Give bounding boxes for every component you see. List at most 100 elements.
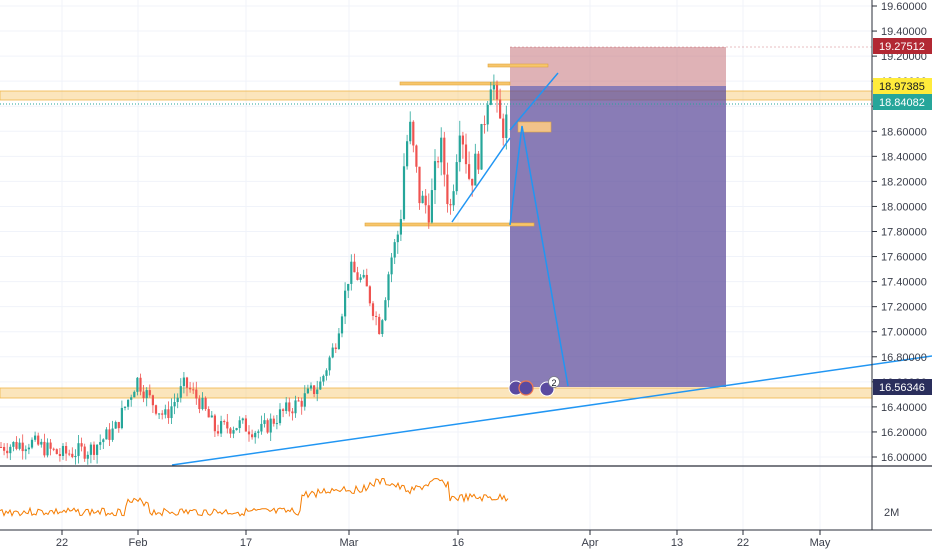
candle-body <box>285 402 288 411</box>
candle-body <box>223 421 226 423</box>
peak-zone-marker[interactable] <box>487 63 549 68</box>
grid-lines <box>0 0 872 530</box>
candle-body <box>185 377 189 388</box>
candle-body <box>148 390 151 396</box>
candle-body <box>288 402 291 412</box>
candle-body <box>356 272 359 280</box>
candle-body <box>37 435 40 445</box>
candle-body <box>12 441 15 447</box>
candle-body <box>340 316 344 334</box>
candle-body <box>260 423 263 432</box>
candle-body <box>483 124 486 126</box>
candle-body <box>375 315 378 317</box>
candle-body <box>406 141 409 167</box>
candle-body <box>365 274 368 287</box>
price-tick-label: 18.20000 <box>881 176 927 188</box>
mid-zone-marker[interactable] <box>364 222 535 227</box>
candle-body <box>30 439 34 448</box>
candle-body <box>418 166 421 204</box>
candle-body <box>489 89 492 105</box>
candle-body <box>120 407 123 429</box>
candle-body <box>9 446 12 454</box>
candle-body <box>210 415 213 418</box>
candle-body <box>167 409 170 419</box>
channel-upper-trendline[interactable] <box>509 72 559 131</box>
price-tick-label: 17.80000 <box>881 227 927 239</box>
candle-body <box>158 413 161 415</box>
price-tick-label: 16.80000 <box>881 352 927 364</box>
candle-body <box>142 391 145 399</box>
candle-body <box>46 442 49 456</box>
candle-body <box>207 409 210 418</box>
price-tick-label: 19.60000 <box>881 1 927 13</box>
indicator-scale-label: 2M <box>884 507 899 519</box>
candle-body <box>123 406 127 408</box>
projection-path[interactable] <box>509 125 569 387</box>
candle-body <box>96 444 99 455</box>
time-axis[interactable]: 22 Feb 17 Mar 16 Apr 13 22 May <box>56 530 831 549</box>
candle-body <box>89 444 92 455</box>
candle-body <box>415 145 418 167</box>
candle-body <box>18 442 21 449</box>
entry-zone-marker[interactable] <box>517 121 552 133</box>
candle-body <box>55 449 58 455</box>
candle-body <box>316 389 319 395</box>
candle-body <box>164 409 167 415</box>
candle-body <box>229 428 232 434</box>
event-badges[interactable]: 2 <box>508 376 560 397</box>
candle-body <box>378 316 381 335</box>
candle-body <box>499 99 502 119</box>
candle-body <box>195 389 198 399</box>
candle-body <box>244 418 247 432</box>
upper-resistance-zone[interactable] <box>0 90 873 101</box>
candle-body <box>452 191 455 206</box>
price-label-text: 16.56346 <box>879 382 925 394</box>
candle-body <box>204 397 207 410</box>
candle-body <box>257 431 260 433</box>
candle-body <box>390 257 393 275</box>
candlestick-series <box>0 74 508 465</box>
take-profit-box[interactable] <box>510 86 726 387</box>
candle-body <box>396 234 399 243</box>
candle-body <box>399 219 402 235</box>
candle-body <box>235 428 238 431</box>
candle-body <box>334 347 337 350</box>
candle-body <box>21 442 24 452</box>
price-tick-label: 17.20000 <box>881 302 927 314</box>
candle-body <box>412 121 415 146</box>
candle-body <box>309 385 313 389</box>
candle-body <box>427 205 430 223</box>
candle-body <box>306 388 309 394</box>
candle-body <box>393 242 396 258</box>
candle-body <box>130 397 133 400</box>
drawings-layer[interactable] <box>0 47 873 399</box>
time-tick-label: 16 <box>452 537 464 549</box>
event-count-label: 2 <box>551 378 556 388</box>
time-tick-label: 22 <box>737 537 749 549</box>
candle-body <box>362 274 365 278</box>
candle-body <box>136 377 139 392</box>
candle-body <box>99 442 102 445</box>
candle-body <box>492 85 495 90</box>
candle-body <box>27 447 30 450</box>
candle-body <box>61 446 65 456</box>
time-tick-label: 22 <box>56 537 68 549</box>
trendlines[interactable] <box>171 72 932 466</box>
price-tick-label: 18.00000 <box>881 201 927 213</box>
event-count-badge[interactable] <box>548 376 560 388</box>
top-zone-marker[interactable] <box>399 81 511 86</box>
price-tick-label: 17.00000 <box>881 327 927 339</box>
candle-body <box>226 421 229 429</box>
long-support-trendline[interactable] <box>171 355 932 466</box>
candle-body <box>40 441 43 445</box>
channel-lower-trendline[interactable] <box>451 137 511 223</box>
candle-body <box>108 429 111 440</box>
candle-body <box>455 162 458 192</box>
candle-body <box>179 386 182 398</box>
candle-body <box>433 161 437 191</box>
candle-body <box>387 274 390 301</box>
event-badge-2[interactable] <box>518 380 534 396</box>
candle-body <box>86 454 89 459</box>
